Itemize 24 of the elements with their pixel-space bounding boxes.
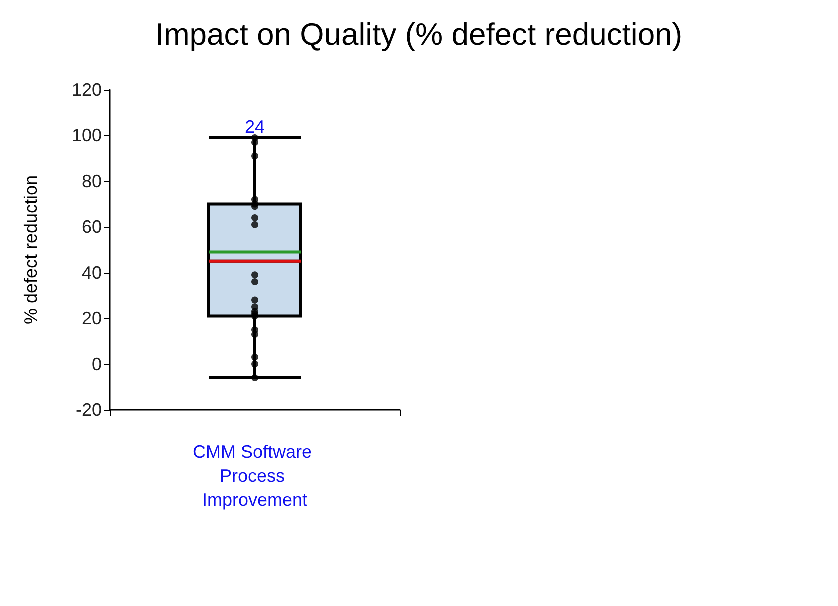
text: Impact on Quality (% defect reduction) <box>155 17 683 52</box>
y-tick-label: 80 <box>82 171 102 192</box>
x-tick-label: CMM Software Process Improvement <box>192 442 318 510</box>
point <box>252 308 258 316</box>
point <box>252 214 258 222</box>
point <box>252 296 258 304</box>
point <box>252 354 258 361</box>
point <box>252 278 258 286</box>
y-tick-label: 120 <box>72 80 102 100</box>
y-tick-label: 40 <box>82 262 102 283</box>
point <box>252 331 258 338</box>
point <box>252 139 258 146</box>
point <box>252 221 258 228</box>
y-tick-label: 0 <box>92 354 102 374</box>
point <box>252 360 258 368</box>
point <box>252 272 258 279</box>
y-tick-label: 20 <box>82 308 102 329</box>
y-axis-title: % defect reduction <box>21 175 41 325</box>
y-tick-label: 100 <box>72 126 102 146</box>
point <box>252 374 258 382</box>
annotation: 24 <box>244 117 266 137</box>
y-tick-label: 60 <box>82 217 102 238</box>
point <box>252 152 258 160</box>
y-tick-label: -20 <box>76 400 102 420</box>
